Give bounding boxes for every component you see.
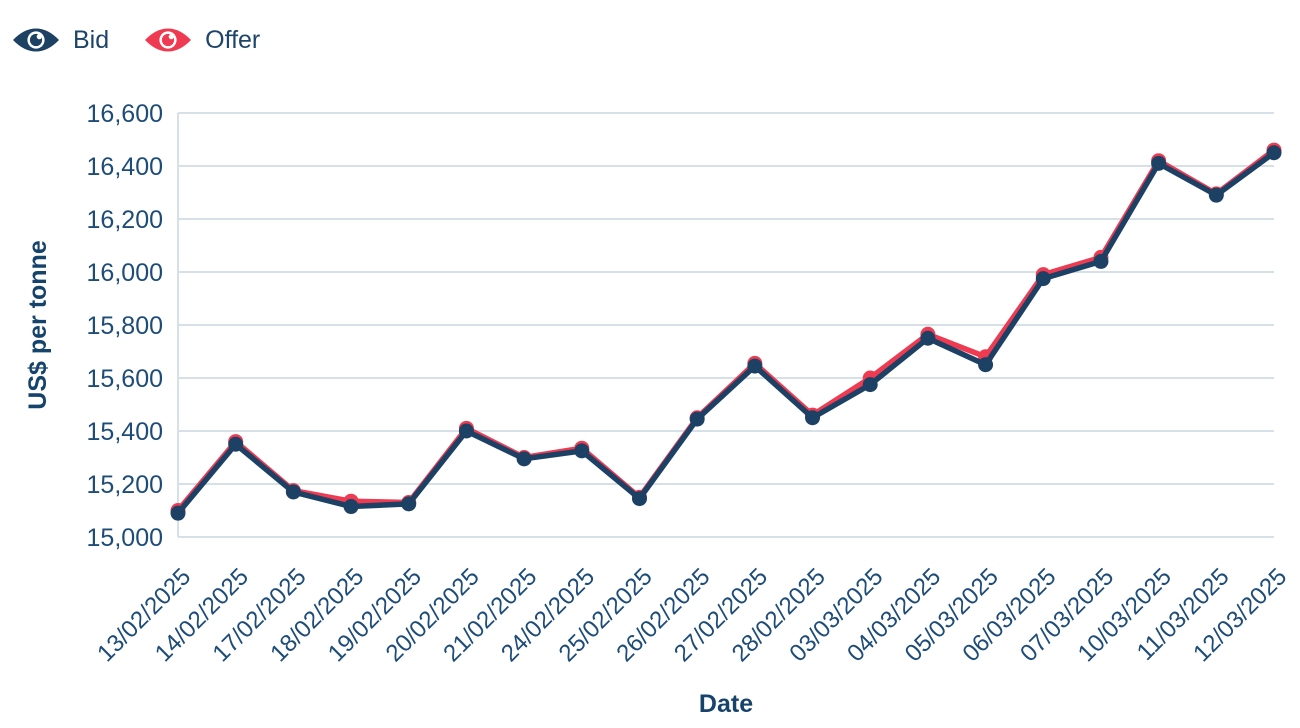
y-tick-label: 15,800 [87, 312, 163, 340]
bid-point[interactable] [978, 357, 994, 373]
y-tick-label: 16,400 [87, 153, 163, 181]
x-axis-title: Date [699, 690, 753, 718]
legend-label-offer: Offer [205, 26, 261, 54]
bid-point[interactable] [1208, 187, 1224, 203]
bid-point[interactable] [574, 443, 590, 459]
offer-eye-icon [145, 28, 192, 52]
bid-point[interactable] [805, 410, 821, 426]
legend-item-offer[interactable]: Offer [144, 26, 260, 54]
legend-label-bid: Bid [73, 26, 110, 54]
y-tick-label: 15,600 [87, 365, 163, 393]
bid-point[interactable] [170, 505, 186, 521]
bid-point[interactable] [516, 451, 532, 467]
y-tick-label: 15,000 [87, 524, 163, 552]
bid-eye-icon [13, 28, 59, 52]
plot-area: 15,000 15,200 15,400 15,600 15,800 16,000 16,2… [87, 100, 1293, 667]
bid-point[interactable] [1266, 145, 1282, 161]
bid-point[interactable] [1093, 253, 1109, 269]
bid-point[interactable] [1035, 271, 1051, 287]
y-tick-label: 16,200 [87, 206, 163, 234]
bid-point[interactable] [401, 496, 417, 512]
bid-point[interactable] [285, 484, 301, 500]
bid-point[interactable] [458, 423, 474, 439]
bid-point[interactable] [920, 330, 936, 346]
bid-point[interactable] [631, 491, 647, 507]
offer-line [175, 147, 1277, 514]
chart-legend: Bid Offer [12, 26, 260, 54]
y-tick-label: 15,400 [87, 418, 163, 446]
bid-point[interactable] [747, 358, 763, 374]
bid-point[interactable] [689, 411, 705, 427]
bid-point[interactable] [1151, 155, 1167, 171]
y-tick-label: 16,600 [87, 100, 163, 128]
bid-point[interactable] [862, 377, 878, 393]
bid-point[interactable] [343, 499, 359, 515]
y-axis-title: US$ per tonne [24, 240, 52, 410]
legend-item-bid[interactable]: Bid [12, 26, 109, 54]
bid-line [175, 150, 1277, 516]
y-tick-label: 15,200 [87, 471, 163, 499]
bid-point[interactable] [228, 436, 244, 452]
y-tick-label: 16,000 [87, 259, 163, 287]
